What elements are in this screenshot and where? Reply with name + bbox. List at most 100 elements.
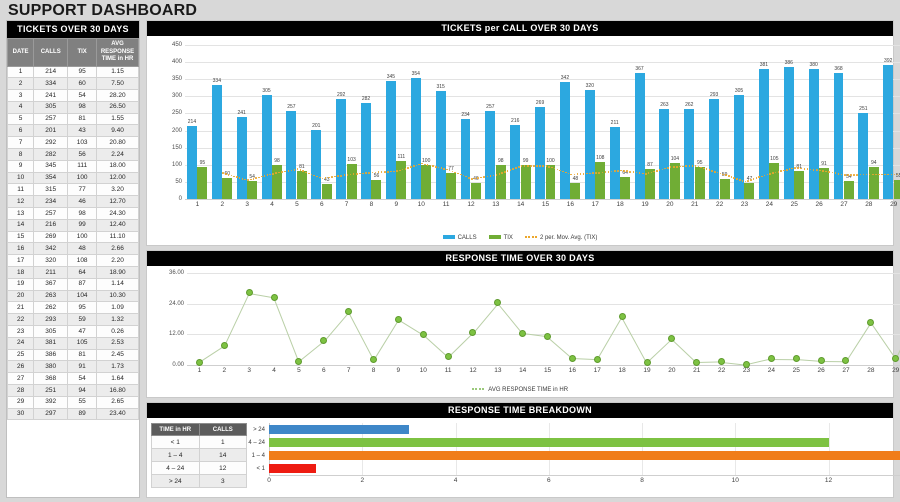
bar-value-label: 55 [895, 173, 900, 180]
breakdown-cell: 1 [198, 435, 247, 449]
table-row: 26 380 91 1.73 [6, 360, 139, 374]
table-cell: 64 [67, 266, 98, 279]
moving-average-point [432, 165, 434, 168]
line-segment [422, 334, 449, 358]
moving-average-point [290, 169, 293, 172]
table-cell: 293 [33, 313, 69, 327]
gridline [185, 79, 900, 81]
data-point [693, 358, 701, 366]
moving-average-point [645, 173, 647, 175]
x-axis-tick-label: 27 [840, 201, 848, 208]
moving-average-point [822, 170, 824, 172]
moving-average-point [766, 173, 769, 176]
moving-average-point [310, 173, 313, 176]
moving-average-point [884, 173, 886, 176]
moving-average-point [321, 177, 324, 180]
legend-item-tix: TIX [488, 235, 513, 241]
legend-swatch-avg-response-time [471, 388, 484, 391]
moving-average-point [573, 173, 576, 176]
moving-average-point [480, 176, 482, 179]
table-cell: 5 [6, 112, 35, 126]
moving-average-point [834, 172, 837, 175]
bar-value-label: 111 [397, 154, 406, 161]
moving-average-point [331, 176, 333, 178]
breakdown-plot-area: 0246810121416> 244 – 241 – 4< 1 [248, 423, 900, 484]
line-segment [497, 302, 523, 334]
moving-average-point [390, 170, 392, 173]
moving-average-point [506, 170, 509, 172]
bar-calls [286, 111, 297, 199]
line-segment [224, 292, 251, 347]
data-point [494, 299, 502, 307]
breakdown-cell: 14 [198, 448, 247, 462]
x-axis-tick-label: 5 [297, 367, 301, 374]
table-cell: 262 [33, 301, 69, 315]
bar-tix [247, 180, 258, 199]
moving-average-point [343, 174, 346, 177]
table-cell: 100 [67, 230, 98, 244]
bar-tix [520, 165, 531, 199]
moving-average-point [492, 174, 495, 177]
bar-calls [808, 68, 819, 199]
tickets-per-call-chart-panel: TICKETS per CALL OVER 30 DAYS 0 50 100 150 2… [146, 20, 900, 246]
table-cell: 12.40 [96, 218, 139, 232]
x-axis-tick-label: 22 [715, 201, 724, 208]
tickets-per-call-legend: CALLS TIX 2 per. Mov. Avg. (TIX) [147, 235, 893, 241]
table-cell: 60 [67, 77, 98, 91]
line-segment [373, 318, 400, 360]
moving-average-point [632, 171, 635, 173]
breakdown-column-header-1: CALLS [198, 423, 247, 436]
moving-average-point [893, 173, 896, 176]
data-point [718, 358, 726, 366]
moving-average-point [346, 174, 349, 176]
chart-category: 305 98 4 [260, 45, 285, 208]
table-cell: 1.64 [96, 372, 139, 386]
chart-category: 367 87 19 [633, 45, 658, 208]
data-point [643, 358, 651, 366]
response-time-breakdown-title: RESPONSE TIME BREAKDOWN [147, 403, 893, 418]
table-cell: 89 [67, 407, 98, 421]
horizontal-bar [269, 464, 316, 473]
table-row: 29 392 55 2.65 [6, 395, 139, 409]
line-segment [845, 322, 872, 362]
x-axis-tick-label: 15 [541, 201, 550, 208]
moving-average-point [716, 171, 719, 174]
y-axis-tick-label: 100 [171, 161, 182, 168]
bar-value-label: 54 [846, 173, 852, 180]
bar-tix [321, 184, 332, 199]
line-segment [323, 311, 350, 342]
bar-value-label: 54 [249, 173, 255, 180]
moving-average-point [252, 178, 255, 180]
x-axis-tick-label: 6 [546, 477, 551, 484]
data-point [568, 354, 576, 362]
data-point [270, 293, 278, 301]
bar-value-label: 100 [546, 157, 555, 164]
moving-average-point [738, 179, 741, 181]
breakdown-cell: > 24 [151, 474, 200, 488]
table-row: 28 251 94 16.80 [6, 384, 139, 397]
data-point [444, 353, 452, 361]
table-cell: 315 [33, 183, 69, 197]
table-cell: 27 [6, 372, 35, 386]
moving-average-point [426, 164, 429, 166]
data-point [618, 313, 626, 321]
line-segment [199, 345, 225, 363]
moving-average-point [589, 172, 591, 175]
table-cell: 26.50 [96, 100, 139, 114]
line-segment [298, 340, 325, 362]
moving-average-point [327, 176, 330, 179]
x-axis-tick-label: 29 [890, 201, 898, 208]
table-cell: 43 [67, 124, 98, 138]
chart-category: 269 100 15 [533, 45, 558, 208]
table-cell: 386 [33, 348, 69, 362]
chart-category: 368 54 27 [832, 45, 857, 208]
table-cell: 22 [6, 313, 35, 327]
moving-average-point [526, 165, 529, 167]
moving-average-point [794, 167, 796, 169]
moving-average-point [705, 168, 708, 170]
moving-average-point [459, 173, 462, 176]
moving-average-point [635, 171, 638, 174]
page-title: SUPPORT DASHBOARD [8, 2, 198, 19]
moving-average-point [850, 174, 852, 176]
